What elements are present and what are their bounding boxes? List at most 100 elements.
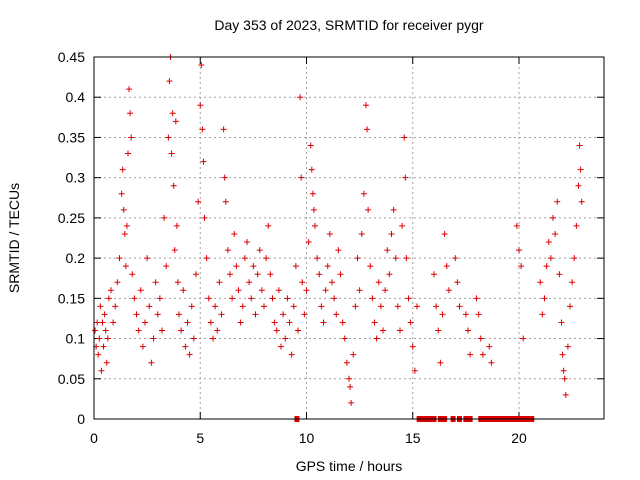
data-point bbox=[128, 134, 135, 141]
data-point bbox=[324, 263, 331, 270]
data-point bbox=[94, 319, 101, 326]
data-point bbox=[456, 303, 463, 310]
data-point bbox=[560, 367, 567, 374]
data-point bbox=[475, 311, 482, 318]
data-point bbox=[150, 335, 157, 342]
y-axis-label: SRMTID / TECUs bbox=[6, 183, 22, 293]
data-point bbox=[559, 351, 566, 358]
data-point bbox=[169, 110, 176, 117]
chart-title: Day 353 of 2023, SRMTID for receiver pyg… bbox=[214, 17, 484, 33]
data-point bbox=[102, 327, 109, 334]
data-point bbox=[256, 247, 263, 254]
data-point bbox=[399, 222, 406, 229]
data-point bbox=[543, 263, 550, 270]
data-point bbox=[214, 327, 221, 334]
data-point bbox=[537, 279, 544, 286]
data-point bbox=[244, 239, 250, 246]
data-point bbox=[550, 214, 556, 221]
data-point bbox=[356, 287, 363, 294]
data-point bbox=[539, 311, 546, 318]
data-point bbox=[114, 279, 121, 286]
y-tick-label: 0 bbox=[77, 411, 85, 427]
data-point bbox=[129, 271, 136, 278]
data-point bbox=[166, 78, 173, 85]
data-point bbox=[280, 311, 287, 318]
data-point bbox=[182, 343, 189, 350]
data-point bbox=[569, 279, 576, 286]
data-point bbox=[100, 343, 107, 350]
data-point bbox=[556, 271, 563, 278]
data-point bbox=[282, 335, 289, 342]
data-point bbox=[254, 271, 261, 278]
data-point bbox=[246, 279, 253, 286]
data-point bbox=[547, 255, 554, 262]
data-point bbox=[170, 182, 177, 189]
data-point bbox=[198, 62, 205, 69]
data-point bbox=[402, 174, 409, 181]
y-tick-label: 0.35 bbox=[58, 129, 85, 145]
data-point bbox=[360, 190, 367, 197]
data-point bbox=[235, 287, 242, 294]
data-point bbox=[339, 319, 346, 326]
data-point bbox=[298, 174, 305, 181]
data-point bbox=[392, 255, 399, 262]
x-tick-label: 5 bbox=[196, 430, 204, 446]
data-point bbox=[174, 279, 181, 286]
data-point bbox=[435, 327, 442, 334]
data-point bbox=[305, 239, 312, 246]
x-tick-label: 15 bbox=[405, 430, 421, 446]
data-point bbox=[139, 343, 146, 350]
data-point bbox=[122, 263, 129, 270]
data-point bbox=[263, 255, 270, 262]
data-point bbox=[237, 319, 244, 326]
data-point bbox=[137, 287, 144, 294]
data-point bbox=[454, 279, 461, 286]
grid-lines bbox=[94, 57, 604, 419]
data-point bbox=[365, 206, 372, 213]
data-point bbox=[252, 311, 259, 318]
data-point bbox=[267, 271, 274, 278]
data-point bbox=[405, 295, 412, 302]
data-point bbox=[312, 222, 318, 229]
data-point bbox=[224, 247, 231, 254]
data-point bbox=[394, 303, 401, 310]
data-point bbox=[386, 271, 393, 278]
data-point bbox=[207, 319, 214, 326]
data-point bbox=[462, 311, 469, 318]
data-point bbox=[309, 190, 316, 197]
data-point bbox=[120, 206, 127, 213]
data-point bbox=[233, 263, 240, 270]
data-point bbox=[350, 351, 357, 358]
data-point bbox=[110, 319, 117, 326]
data-point bbox=[220, 126, 227, 133]
data-point bbox=[131, 295, 138, 302]
data-point bbox=[159, 327, 165, 334]
data-point bbox=[575, 182, 582, 189]
data-point bbox=[307, 142, 314, 149]
data-point bbox=[577, 166, 584, 173]
data-point bbox=[371, 319, 378, 326]
data-point bbox=[562, 391, 569, 398]
data-point bbox=[473, 295, 480, 302]
data-point bbox=[193, 271, 199, 278]
data-point bbox=[126, 86, 133, 93]
data-point bbox=[441, 230, 448, 237]
data-point bbox=[180, 287, 187, 294]
data-point bbox=[364, 126, 371, 133]
data-point bbox=[152, 279, 159, 286]
data-point bbox=[363, 102, 369, 109]
data-point bbox=[347, 383, 354, 390]
data-point bbox=[123, 222, 130, 229]
data-point bbox=[431, 271, 437, 278]
data-point bbox=[411, 367, 418, 374]
y-tick-label: 0.05 bbox=[58, 371, 85, 387]
data-point bbox=[92, 327, 99, 334]
data-point bbox=[172, 118, 179, 125]
data-point bbox=[567, 303, 573, 310]
x-axis-label: GPS time / hours bbox=[296, 458, 403, 474]
data-point bbox=[112, 303, 119, 310]
x-tick-label: 0 bbox=[90, 430, 98, 446]
data-point bbox=[99, 319, 106, 326]
